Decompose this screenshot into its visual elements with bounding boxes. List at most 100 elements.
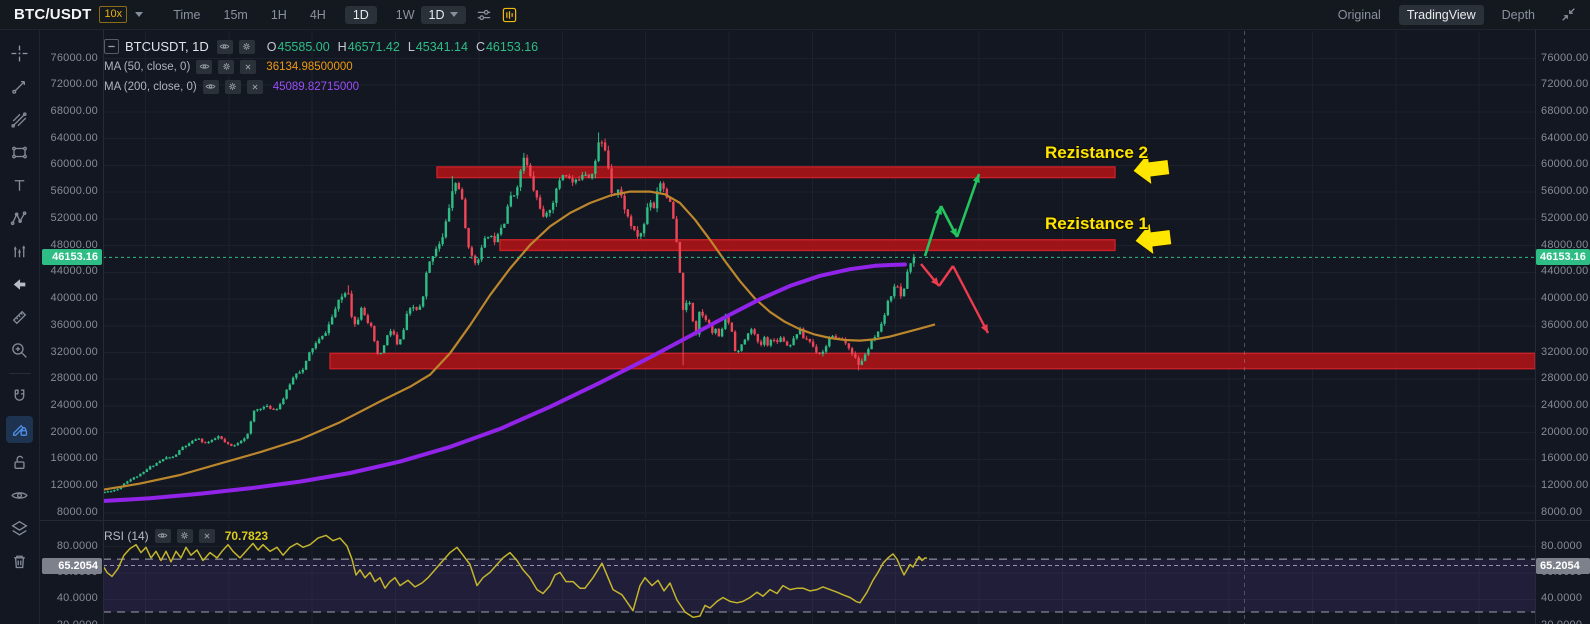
interval-button-time[interactable]: Time: [173, 7, 201, 22]
chart-style-icon[interactable]: [502, 7, 517, 23]
price-tick-label: 28000.00: [50, 372, 98, 385]
price-tick-label: 12000.00: [50, 479, 98, 492]
toolbar-divider: [8, 373, 31, 374]
crosshair-tool-icon[interactable]: [6, 40, 33, 67]
price-tick-label: 8000.00: [1541, 505, 1583, 518]
rsi-value-badge-right: 65.2054: [1536, 557, 1590, 574]
pane-borders: [40, 30, 1590, 624]
gear-icon[interactable]: [238, 39, 255, 54]
symbol-label[interactable]: BTC/USDT: [14, 6, 92, 23]
collapse-view-icon[interactable]: [1561, 7, 1576, 22]
view-tab-original[interactable]: Original: [1337, 7, 1381, 22]
close-icon[interactable]: [246, 79, 263, 94]
resistance-1-label[interactable]: Rezistance 1: [1045, 214, 1148, 233]
rsi-value-badge-left: 65.2054: [42, 557, 102, 574]
rsi-value: 70.7823: [224, 528, 269, 543]
interval-button-1d[interactable]: 1D: [344, 5, 377, 24]
ma200-label: MA (200, close, 0): [104, 80, 197, 93]
layers-tool-icon[interactable]: [6, 515, 33, 542]
remove-drawings-tool-icon[interactable]: [6, 548, 33, 575]
price-tick-label: 64000.00: [1541, 131, 1589, 144]
xabcd-pattern-tool-icon[interactable]: [6, 205, 33, 232]
low-value: 45341.14: [415, 39, 468, 54]
price-tick-label: 32000.00: [1541, 345, 1589, 358]
price-tick-label: 64000.00: [50, 131, 98, 144]
rsi-label: RSI (14): [104, 528, 149, 543]
rsi-pane: [103, 534, 1535, 619]
collapse-pane-icon[interactable]: [104, 39, 119, 54]
leverage-badge[interactable]: 10x: [99, 6, 128, 23]
price-tick-label: 36000.00: [1541, 318, 1589, 331]
rsi-tick-label: 40.0000: [1541, 592, 1583, 605]
price-tick-label: 8000.00: [56, 505, 98, 518]
interval-button-4h[interactable]: 4H: [309, 7, 326, 22]
chevron-down-icon: [449, 12, 458, 17]
grid-lines: [103, 31, 1535, 624]
symbol-block: BTC/USDT 10x: [14, 6, 144, 23]
draw-lock-tool-icon[interactable]: [6, 416, 33, 443]
interval-button-15m[interactable]: 15m: [223, 7, 248, 22]
chevron-down-icon[interactable]: [135, 12, 144, 17]
rsi-tick-label: 80.0000: [1541, 539, 1583, 552]
current-price-badge-left: 46153.16: [42, 249, 102, 266]
unlock-tool-icon[interactable]: [6, 449, 33, 476]
interval-button-1h[interactable]: 1H: [270, 7, 287, 22]
view-tab-tradingview[interactable]: TradingView: [1398, 4, 1484, 25]
price-tick-label: 60000.00: [1541, 158, 1589, 171]
drawing-toolbar: [0, 30, 40, 624]
gear-icon[interactable]: [224, 79, 241, 94]
hide-drawings-tool-icon[interactable]: [6, 482, 33, 509]
high-value: 46571.42: [347, 39, 400, 54]
interval-selector: Time 15m 1H 4H 1D 1W: [169, 5, 418, 24]
yellow-arrow-icon[interactable]: [1133, 221, 1173, 257]
price-tick-label: 24000.00: [1541, 398, 1589, 411]
eye-icon[interactable]: [202, 79, 219, 94]
gann-fan-tool-icon[interactable]: [6, 106, 33, 133]
green-projection-arrow[interactable]: [923, 173, 981, 257]
trendline-tool-icon[interactable]: [6, 73, 33, 100]
price-tick-label: 32000.00: [50, 345, 98, 358]
price-tick-label: 24000.00: [50, 398, 98, 411]
price-tick-label: 44000.00: [1541, 265, 1589, 278]
hide-panel-arrow-icon[interactable]: [6, 271, 33, 298]
eye-icon[interactable]: [196, 59, 213, 74]
view-tab-depth[interactable]: Depth: [1501, 7, 1535, 22]
red-projection-arrow[interactable]: [920, 263, 990, 334]
text-tool-icon[interactable]: [6, 172, 33, 199]
forecast-tool-icon[interactable]: [6, 238, 33, 265]
yellow-arrow-icon[interactable]: [1131, 151, 1171, 187]
price-tick-label: 28000.00: [1541, 372, 1589, 385]
rsi-legend: RSI (14) 70.7823: [104, 527, 268, 547]
ma50-value: 36134.98500000: [266, 60, 353, 73]
interval-button-1w[interactable]: 1W: [395, 7, 415, 22]
zoom-in-tool-icon[interactable]: [6, 337, 33, 364]
price-tick-label: 76000.00: [50, 51, 98, 64]
gear-icon[interactable]: [218, 59, 235, 74]
price-tick-label: 72000.00: [50, 78, 98, 91]
ma200-line: [103, 262, 907, 503]
price-tick-label: 60000.00: [50, 158, 98, 171]
price-tick-label: 20000.00: [1541, 425, 1589, 438]
close-value: 46153.16: [485, 39, 539, 54]
interval-dropdown[interactable]: 1D: [420, 5, 466, 24]
legend-symbol-title[interactable]: BTCUSDT, 1D: [125, 39, 209, 54]
gear-icon[interactable]: [176, 528, 193, 543]
eye-icon[interactable]: [154, 528, 171, 543]
shapes-tool-icon[interactable]: [6, 139, 33, 166]
magnet-tool-icon[interactable]: [6, 383, 33, 410]
ma200-row: MA (200, close, 0) 45089.82715000: [104, 78, 538, 95]
close-icon[interactable]: [240, 59, 257, 74]
eye-icon[interactable]: [216, 39, 233, 54]
indicator-settings-icon[interactable]: [476, 7, 492, 23]
topbar: BTC/USDT 10x Time 15m 1H 4H 1D 1W 1D Original…: [0, 0, 1590, 30]
ma50-row: MA (50, close, 0) 36134.98500000: [104, 58, 538, 75]
price-tick-label: 16000.00: [50, 452, 98, 465]
low-label: L: [407, 39, 415, 54]
ma50-label: MA (50, close, 0): [104, 60, 191, 73]
ohlc-readout: O 45585.00 H 46571.42 L 45341.14 C 46153.16: [267, 40, 538, 54]
resistance-2-label[interactable]: Rezistance 2: [1045, 143, 1148, 162]
price-tick-label: 48000.00: [50, 238, 98, 251]
measure-tool-icon[interactable]: [6, 304, 33, 331]
close-icon[interactable]: [198, 528, 215, 543]
